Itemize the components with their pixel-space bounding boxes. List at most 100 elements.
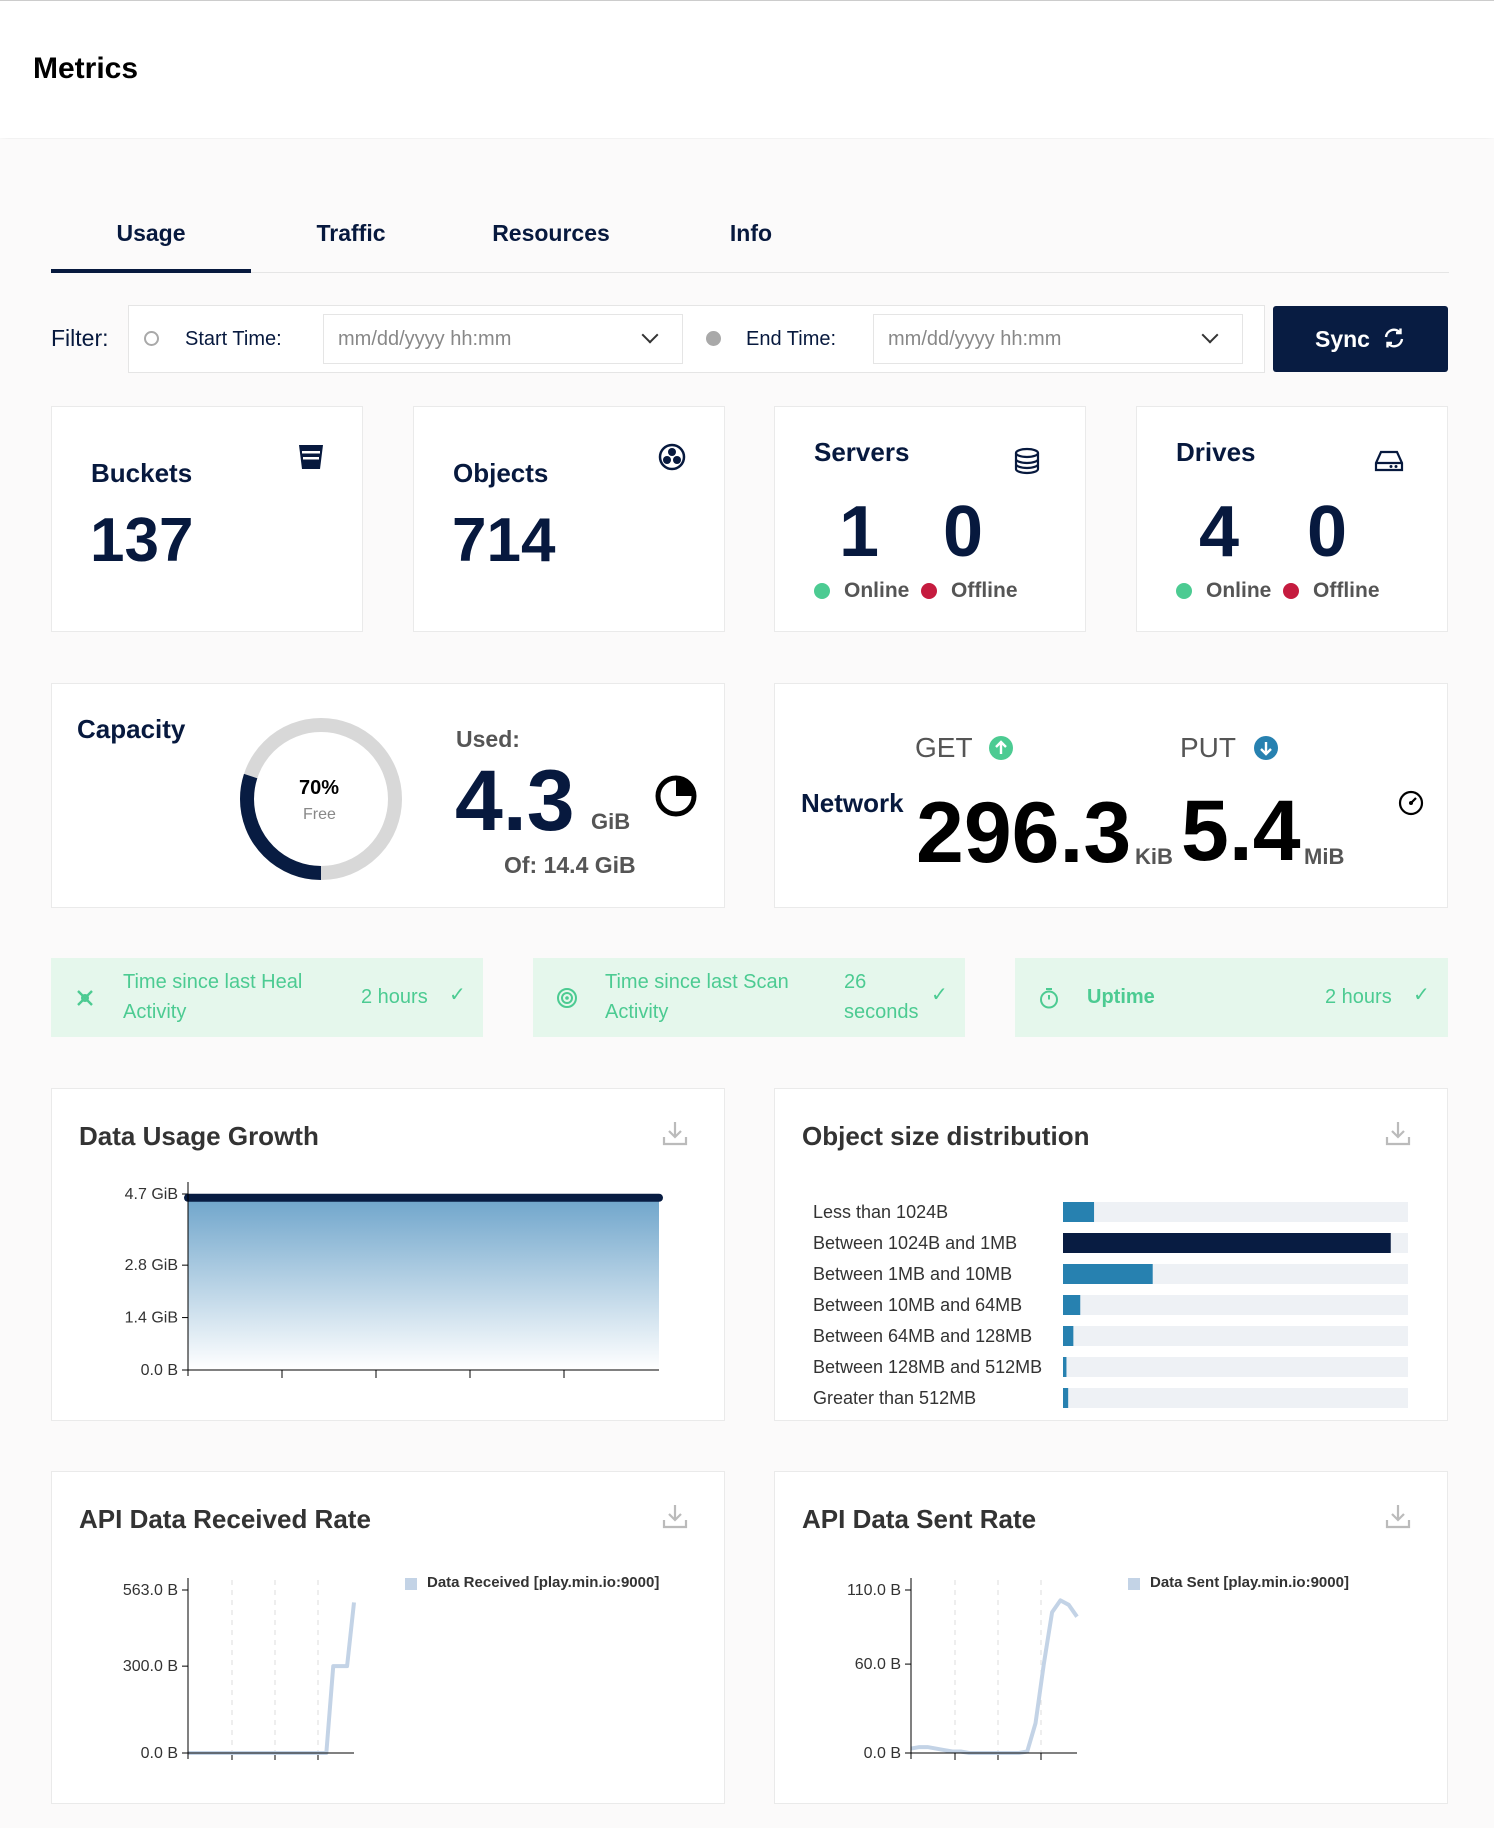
scan-status-bar: Time since last Scan Activity 26 seconds… [533,958,965,1037]
end-time-placeholder: mm/dd/yyyy hh:mm [888,328,1062,350]
y-tick-label: 60.0 B [855,1656,901,1673]
radar-icon [557,988,577,1008]
offline-status-dot [921,583,937,599]
usage-chart-card: Data Usage Growth 4.7 GiB 2.8 GiB 1.4 GiB 0… [51,1088,725,1421]
server-icon [1014,447,1040,475]
y-tick-label: 300.0 B [123,1658,178,1675]
y-tick-label: 4.7 GiB [125,1186,178,1203]
page-header: Metrics [0,0,1494,138]
start-time-label: Start Time: [185,328,282,350]
servers-online-count: 1 [839,492,880,572]
end-time-input[interactable]: mm/dd/yyyy hh:mm [873,314,1243,364]
sync-button[interactable]: Sync [1273,306,1448,372]
received-chart-card: API Data Received Rate Data Received [pl… [51,1471,725,1804]
free-percent: 70% [299,777,340,799]
tab-bar: Usage Traffic Resources Info [51,199,1449,273]
servers-title: Servers [814,437,910,467]
refresh-icon [1384,328,1404,348]
usage-area [188,1197,659,1370]
sent-chart-title: API Data Sent Rate [802,1504,1037,1534]
download-icon[interactable] [661,1119,689,1147]
filter-label: Filter: [51,325,109,351]
used-unit: GiB [591,809,631,834]
sent-chart-card: API Data Sent Rate Data Sent [play.min.i… [774,1471,1448,1804]
download-icon[interactable] [1384,1502,1412,1530]
series-line [188,1602,356,1755]
scan-value: 26 seconds [844,971,919,1023]
y-tick-label: 1.4 GiB [125,1310,178,1327]
bar-track [1063,1357,1408,1377]
bar-track [1063,1295,1408,1315]
offline-status-dot [1283,583,1299,599]
heal-status-bar: Time since last Heal Activity 2 hours ✓ [51,958,483,1037]
distribution-chart-title: Object size distribution [802,1121,1090,1151]
capacity-total: Of: 14.4 GiB [504,852,636,878]
servers-online-label: Online [844,579,910,602]
bar [1063,1388,1069,1408]
bar [1063,1326,1074,1346]
servers-offline-label: Offline [951,579,1018,602]
end-time-label: End Time: [746,328,837,350]
category-label: Between 64MB and 128MB [813,1326,1032,1346]
sent-legend: Data Sent [play.min.io:9000] [1150,1574,1349,1591]
servers-offline-count: 0 [943,492,984,572]
legend-swatch [405,1578,417,1590]
uptime-value: 2 hours [1325,986,1392,1008]
arrow-down-icon [1254,736,1278,760]
category-label: Between 128MB and 512MB [813,1357,1042,1377]
capacity-title: Capacity [77,714,186,744]
bucket-icon [299,445,323,469]
put-unit: MiB [1304,844,1345,869]
chevron-down-icon[interactable] [1201,326,1219,344]
buckets-title: Buckets [91,458,193,488]
category-label: Greater than 512MB [813,1388,976,1408]
buckets-card: Buckets 137 [51,406,363,632]
drives-card: Drives 4 0 Online Offline [1136,406,1448,632]
get-label: GET [915,732,973,763]
tab-resources[interactable]: Resources [492,220,610,246]
tab-traffic[interactable]: Traffic [316,220,386,246]
tab-info[interactable]: Info [729,220,773,246]
check-icon: ✓ [931,984,948,1006]
sync-label: Sync [1315,326,1370,352]
get-value: 296.3 [916,785,1132,881]
bar [1063,1295,1081,1315]
drives-offline-label: Offline [1313,579,1380,602]
heal-label: Time since last Heal Activity [123,971,303,1023]
sent-chart: 110.0 B 60.0 B 0.0 B [847,1578,1079,1762]
put-value: 5.4 [1181,783,1301,879]
start-time-input[interactable]: mm/dd/yyyy hh:mm [323,314,683,364]
y-tick-label: 0.0 B [141,1362,178,1379]
drive-icon [1374,450,1404,472]
objects-count: 714 [452,506,556,575]
servers-card: Servers 1 0 Online Offline [774,406,1086,632]
objects-icon [658,443,686,471]
download-icon[interactable] [661,1502,689,1530]
network-card: GET PUT Network 296.3 KiB 5.4 MiB [774,683,1448,908]
bar [1063,1264,1153,1284]
speedometer-icon [1398,790,1424,816]
category-label: Between 1024B and 1MB [813,1233,1017,1253]
series-line [910,1598,1079,1755]
scan-label: Time since last Scan Activity [605,971,789,1023]
online-status-dot [814,583,830,599]
online-status-dot [1176,583,1192,599]
capacity-card: Capacity 70% Free Used: 4.3 GiB Of: 14.4… [51,683,725,908]
bar-track [1063,1326,1408,1346]
page-title: Metrics [33,52,139,85]
distribution-chart-card: Object size distribution Less than 1024B… [774,1088,1448,1421]
used-label: Used: [456,726,520,752]
chevron-down-icon[interactable] [641,326,659,344]
bar [1063,1202,1095,1222]
category-label: Between 10MB and 64MB [813,1295,1022,1315]
drives-online-count: 4 [1199,492,1240,572]
put-label: PUT [1180,732,1236,763]
download-icon[interactable] [1384,1119,1412,1147]
category-label: Between 1MB and 10MB [813,1264,1012,1284]
tab-usage[interactable]: Usage [51,199,251,273]
distribution-chart: Less than 1024B Between 1024B and 1MB Betw… [813,1202,1408,1408]
get-unit: KiB [1135,844,1173,869]
bar-track [1063,1388,1408,1408]
objects-title: Objects [453,458,549,488]
y-tick-label: 0.0 B [141,1745,178,1762]
